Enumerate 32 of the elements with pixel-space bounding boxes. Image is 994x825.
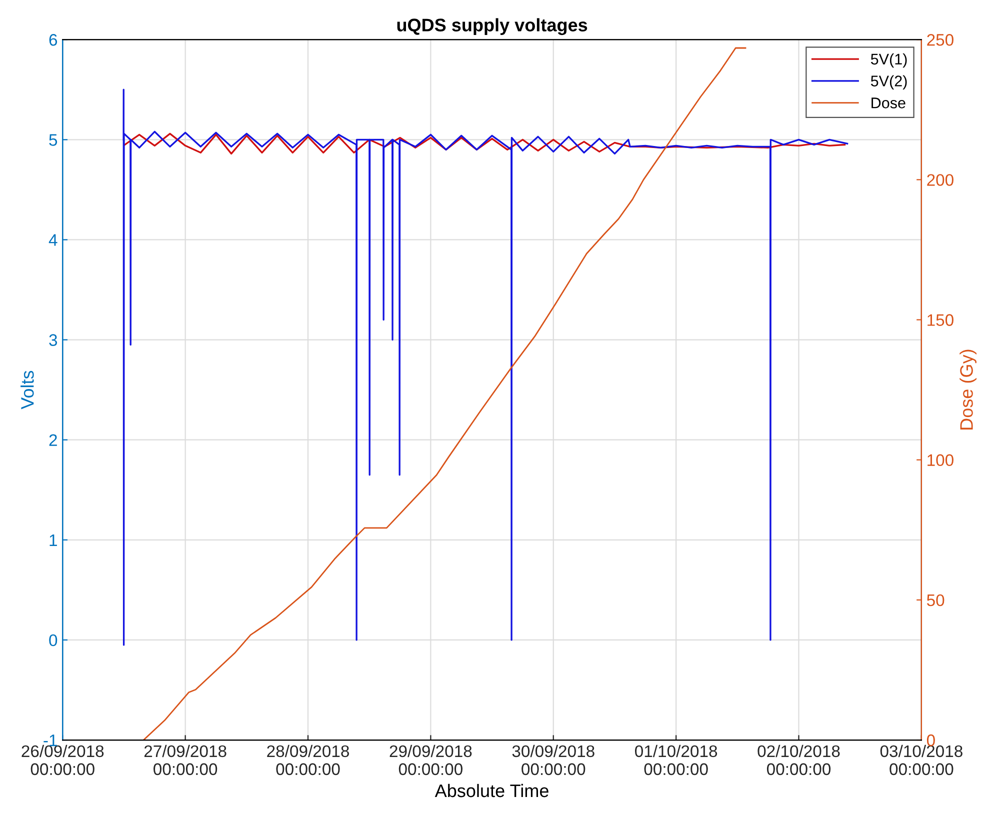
legend-label: 5V(2)	[870, 75, 907, 90]
legend-label: 5V(1)	[870, 53, 907, 68]
line-series	[142, 47, 746, 740]
x-tick-label: 30/09/2018 00:00:00	[512, 744, 594, 776]
y2-tick-label: 250	[927, 34, 954, 46]
x-tick-label: 01/10/2018 00:00:00	[635, 744, 718, 776]
y2-tick-label: 200	[927, 174, 954, 186]
line-series	[124, 132, 846, 155]
x-tick-label: 03/10/2018 00:00:00	[880, 744, 962, 776]
y-tick-label: 2	[49, 434, 57, 446]
y-axis-title: Volts	[20, 370, 34, 410]
y-tick-label: 0	[49, 634, 58, 646]
y2-tick-label: 100	[928, 454, 954, 466]
y-tick-label: 3	[49, 334, 58, 346]
y2-axis-title: Dose (Gy)	[960, 350, 976, 430]
x-tick-label: 27/09/2018 00:00:00	[144, 744, 226, 776]
y2-tick-label: 150	[928, 314, 954, 326]
line-series	[122, 88, 848, 646]
x-tick-label: 28/09/2018 00:00:00	[267, 744, 349, 776]
y-tick-label: 6	[49, 34, 58, 46]
y2-tick-label: 0	[926, 734, 935, 746]
y2-tick-label: 50	[926, 594, 944, 606]
y-tick-label: 4	[48, 234, 58, 246]
x-axis-title: Absolute Time	[434, 784, 548, 798]
legend-label: Dose	[872, 98, 906, 108]
x-tick-label: 29/09/2018 00:00:00	[390, 744, 472, 776]
chart-title: uQDS supply voltages	[397, 18, 588, 36]
x-tick-label: 26/09/2018 00:00:00	[22, 744, 104, 776]
y-tick-label: 1	[50, 534, 57, 546]
y-tick-label: -1	[44, 734, 57, 746]
x-tick-label: 02/10/2018 00:00:00	[758, 744, 840, 776]
y-tick-label: 5	[49, 134, 58, 146]
